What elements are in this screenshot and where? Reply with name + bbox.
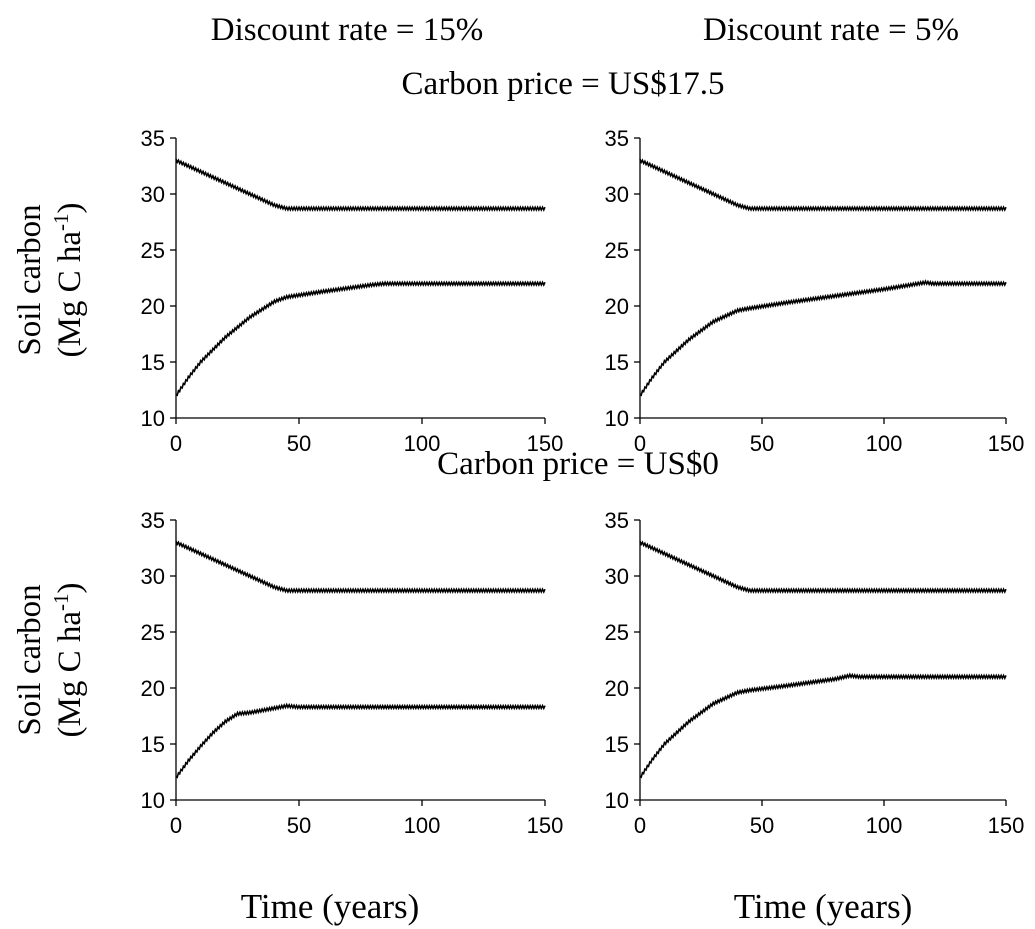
x-tick-label: 0 <box>170 813 182 838</box>
y-tick-label: 10 <box>141 406 165 431</box>
x-tick-label: 100 <box>404 431 441 456</box>
series-line <box>639 540 1007 594</box>
y-axis-label-bottom: Soil carbon (Mg C ha-1) <box>12 583 88 738</box>
y-tick-label: 15 <box>605 732 629 757</box>
x-tick-label: 100 <box>866 431 903 456</box>
y-tick-label: 30 <box>605 182 629 207</box>
x-tick-label: 150 <box>988 813 1025 838</box>
x-tick-label: 0 <box>634 431 646 456</box>
y-tick-label: 30 <box>605 564 629 589</box>
x-tick-label: 50 <box>750 813 774 838</box>
y-tick-label: 25 <box>605 238 629 263</box>
x-axis-title-right: Time (years) <box>734 887 913 926</box>
y-tick-label: 15 <box>141 350 165 375</box>
x-tick-label: 150 <box>988 431 1025 456</box>
y-tick-label: 20 <box>141 294 165 319</box>
x-tick-label: 0 <box>170 431 182 456</box>
x-tick-label: 50 <box>287 813 311 838</box>
y-tick-label: 30 <box>141 564 165 589</box>
chart-panel: 10 15 20 25 30 35 0 50 100 150 <box>141 126 564 456</box>
x-tick-label: 150 <box>527 431 564 456</box>
series-line <box>175 280 546 397</box>
series-line <box>175 158 546 212</box>
x-tick-label: 50 <box>287 431 311 456</box>
y-tick-label: 35 <box>141 508 165 533</box>
x-tick-label: 100 <box>866 813 903 838</box>
y-axis-label-line1: Soil carbon <box>12 204 48 355</box>
series-line <box>175 540 546 594</box>
column-title-right: Discount rate = 5% <box>703 12 959 48</box>
x-tick-label: 0 <box>634 813 646 838</box>
series-line <box>175 702 546 779</box>
y-tick-label: 20 <box>605 294 629 319</box>
y-tick-label: 35 <box>605 508 629 533</box>
y-tick-label: 25 <box>141 620 165 645</box>
y-axis-label-line1: Soil carbon <box>12 584 48 735</box>
x-tick-label: 100 <box>404 813 441 838</box>
row-title-top: Carbon price = US$17.5 <box>402 66 725 102</box>
chart-panel: 10 15 20 25 30 35 0 50 100 150 <box>605 508 1025 838</box>
y-axis-label-top: Soil carbon (Mg C ha-1) <box>12 203 88 358</box>
series-line <box>639 279 1007 397</box>
y-tick-label: 15 <box>141 732 165 757</box>
y-tick-label: 15 <box>605 350 629 375</box>
chart-panel: 10 15 20 25 30 35 0 50 100 150 <box>605 126 1025 456</box>
x-tick-label: 50 <box>750 431 774 456</box>
y-tick-label: 10 <box>141 788 165 813</box>
y-tick-label: 25 <box>141 238 165 263</box>
column-title-left: Discount rate = 15% <box>211 12 483 48</box>
y-tick-label: 10 <box>605 788 629 813</box>
y-tick-label: 10 <box>605 406 629 431</box>
y-tick-label: 35 <box>141 126 165 151</box>
y-tick-label: 35 <box>605 126 629 151</box>
y-tick-label: 30 <box>141 182 165 207</box>
row-title-bottom: Carbon price = US$0 <box>437 446 719 482</box>
chart-panel: 10 15 20 25 30 35 0 50 100 150 <box>141 508 564 838</box>
series-line <box>639 672 1007 779</box>
x-tick-label: 150 <box>527 813 564 838</box>
y-tick-label: 20 <box>605 676 629 701</box>
series-line <box>639 158 1007 212</box>
y-tick-label: 20 <box>141 676 165 701</box>
y-tick-label: 25 <box>605 620 629 645</box>
x-axis-title-left: Time (years) <box>241 887 420 926</box>
y-axis-label-line2: (Mg C ha-1) <box>49 203 88 358</box>
y-axis-label-line2: (Mg C ha-1) <box>49 583 88 738</box>
